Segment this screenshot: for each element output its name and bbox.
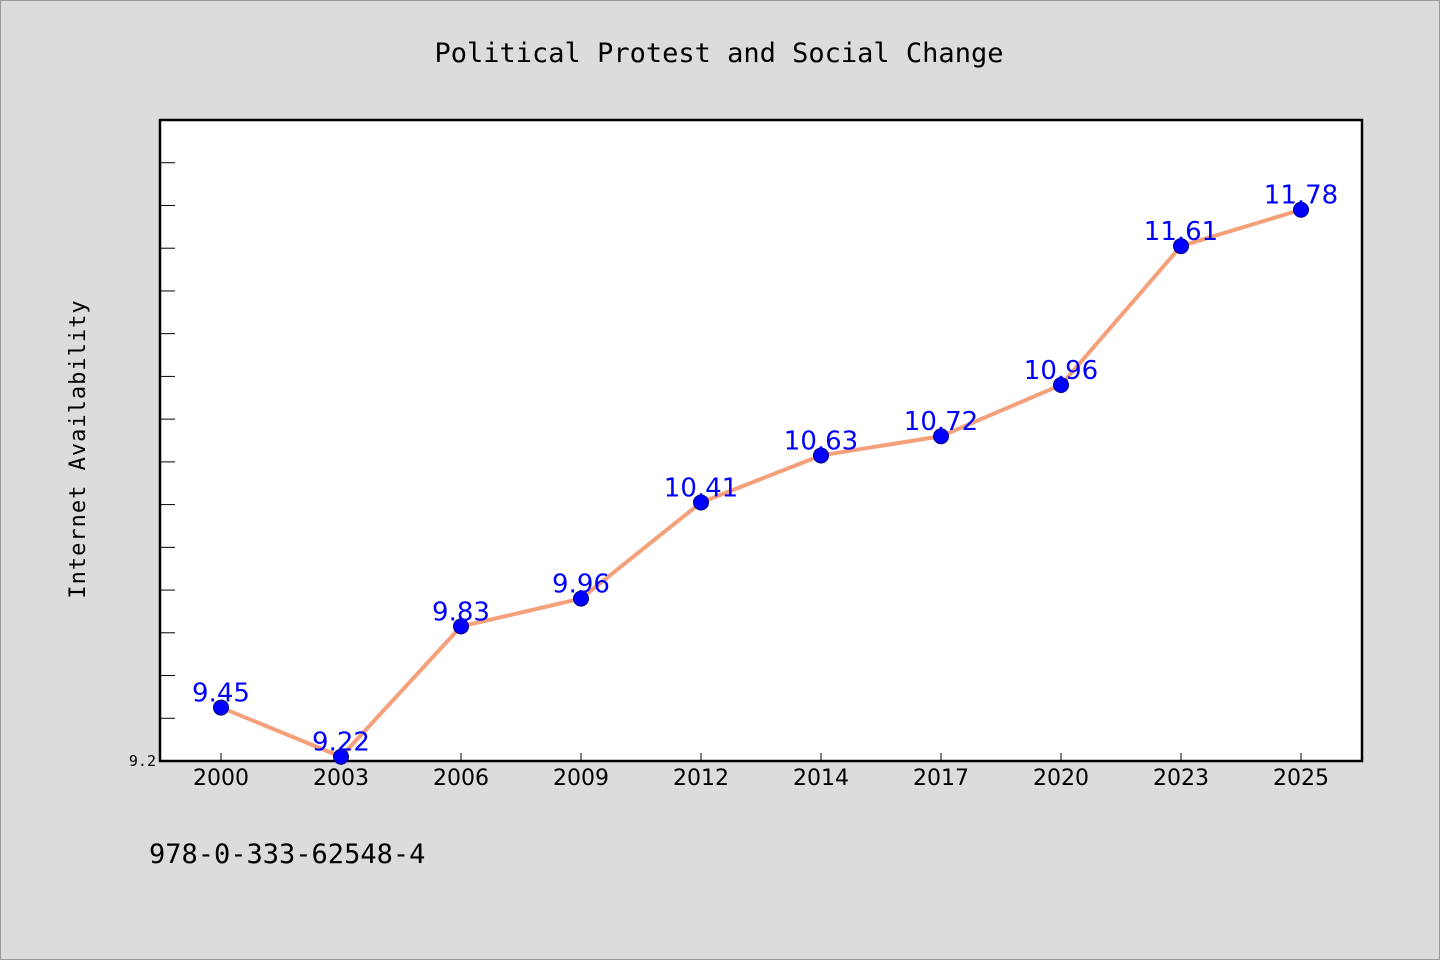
data-label: 9.45 (192, 679, 250, 709)
data-point (453, 618, 469, 635)
data-label: 10.96 (1024, 356, 1098, 386)
data-point (1293, 201, 1309, 218)
x-tick-label: 2025 (1273, 766, 1329, 791)
x-tick-label: 2023 (1153, 766, 1209, 791)
series-line (219, 207, 1303, 759)
data-point (933, 428, 949, 445)
plot-area (158, 118, 1364, 763)
marker-layer (213, 201, 1309, 765)
data-label: 9.96 (552, 570, 610, 600)
data-label-layer: 9.45 9.22 9.83 9.96 10.41 10.63 10.72 10.96 11.6… (192, 181, 1338, 758)
data-point (813, 447, 829, 464)
x-tick-label: 2003 (313, 766, 369, 791)
data-point (573, 590, 589, 607)
data-point (1053, 376, 1069, 393)
y-tick-label: 9.2 (129, 752, 156, 770)
data-point (693, 494, 709, 511)
data-label: 10.63 (784, 426, 858, 456)
y-axis-ticks: 9.2 (129, 119, 175, 770)
data-label: 11.61 (1144, 217, 1218, 247)
x-tick-label: 2017 (913, 766, 969, 791)
y-axis-label: Internet Availability (66, 299, 91, 598)
chart-title: Political Protest and Social Change (435, 38, 1004, 69)
x-tick-label: 2009 (553, 766, 609, 791)
data-point (1173, 238, 1189, 255)
data-label: 11.78 (1264, 181, 1338, 211)
x-tick-label: 2020 (1033, 766, 1089, 791)
data-label: 10.72 (904, 407, 978, 437)
data-label: 9.22 (312, 728, 370, 758)
x-tick-label: 2000 (193, 766, 249, 791)
isbn-footer: 978-0-333-62548-4 (149, 839, 425, 870)
x-axis-ticks: 2000 2003 2006 2009 2012 2014 2017 2020 2023 2025 (193, 753, 1329, 791)
x-tick-label: 2014 (793, 766, 849, 791)
x-tick-label: 2012 (673, 766, 729, 791)
data-point (333, 748, 349, 765)
series-layer (219, 207, 1303, 759)
data-label: 9.83 (432, 597, 490, 627)
data-label: 10.41 (664, 473, 738, 503)
x-tick-label: 2006 (433, 766, 489, 791)
data-point (213, 699, 229, 716)
